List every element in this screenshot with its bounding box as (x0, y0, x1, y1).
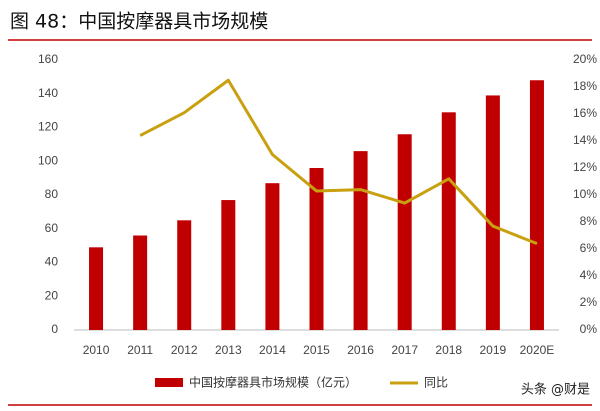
y-tick-label: 160 (38, 52, 58, 66)
y-tick-label: 140 (38, 86, 58, 100)
bar (133, 235, 148, 330)
bar (353, 151, 368, 330)
y-tick-label: 120 (38, 120, 58, 134)
y2-tick-label: 10% (573, 187, 597, 201)
bar (177, 220, 192, 330)
y2-tick-label: 16% (573, 106, 597, 120)
y2-tick-label: 20% (573, 52, 597, 66)
bar (441, 112, 456, 330)
x-tick-label: 2019 (480, 343, 507, 357)
y-tick-label: 100 (38, 153, 58, 167)
x-tick-label: 2020E (520, 343, 555, 357)
x-tick-label: 2013 (215, 343, 242, 357)
y-tick-label: 80 (45, 187, 59, 201)
x-tick-label: 2017 (391, 343, 418, 357)
x-tick-label: 2014 (259, 343, 286, 357)
chart-title: 图 48：中国按摩器具市场规模 (10, 11, 268, 33)
bar (309, 168, 324, 330)
bar (485, 95, 500, 330)
y2-tick-label: 8% (580, 214, 598, 228)
y2-tick-label: 12% (573, 160, 597, 174)
x-tick-label: 2018 (435, 343, 462, 357)
x-tick-label: 2015 (303, 343, 330, 357)
x-tick-label: 2010 (83, 343, 110, 357)
y-tick-label: 60 (45, 221, 59, 235)
y2-tick-label: 2% (580, 295, 598, 309)
x-tick-label: 2016 (347, 343, 374, 357)
x-tick-label: 2011 (127, 343, 153, 357)
bar (397, 134, 412, 330)
y-tick-label: 20 (45, 288, 59, 302)
bar (221, 200, 236, 330)
legend-label: 中国按摩器具市场规模（亿元） (189, 375, 357, 390)
x-tick-label: 2012 (171, 343, 198, 357)
y2-tick-label: 14% (573, 133, 597, 147)
y2-tick-label: 4% (580, 268, 598, 282)
y2-tick-label: 6% (580, 241, 598, 255)
bar (529, 80, 544, 330)
bar (265, 183, 280, 330)
y2-tick-label: 18% (573, 79, 597, 93)
legend-label: 同比 (424, 376, 448, 390)
watermark: 头条 @财是 (521, 382, 590, 398)
legend-swatch (155, 378, 183, 387)
y-tick-label: 40 (45, 255, 59, 269)
bar (89, 247, 104, 330)
y2-tick-label: 0% (580, 322, 598, 336)
line (139, 78, 538, 245)
y-tick-label: 0 (51, 322, 58, 336)
